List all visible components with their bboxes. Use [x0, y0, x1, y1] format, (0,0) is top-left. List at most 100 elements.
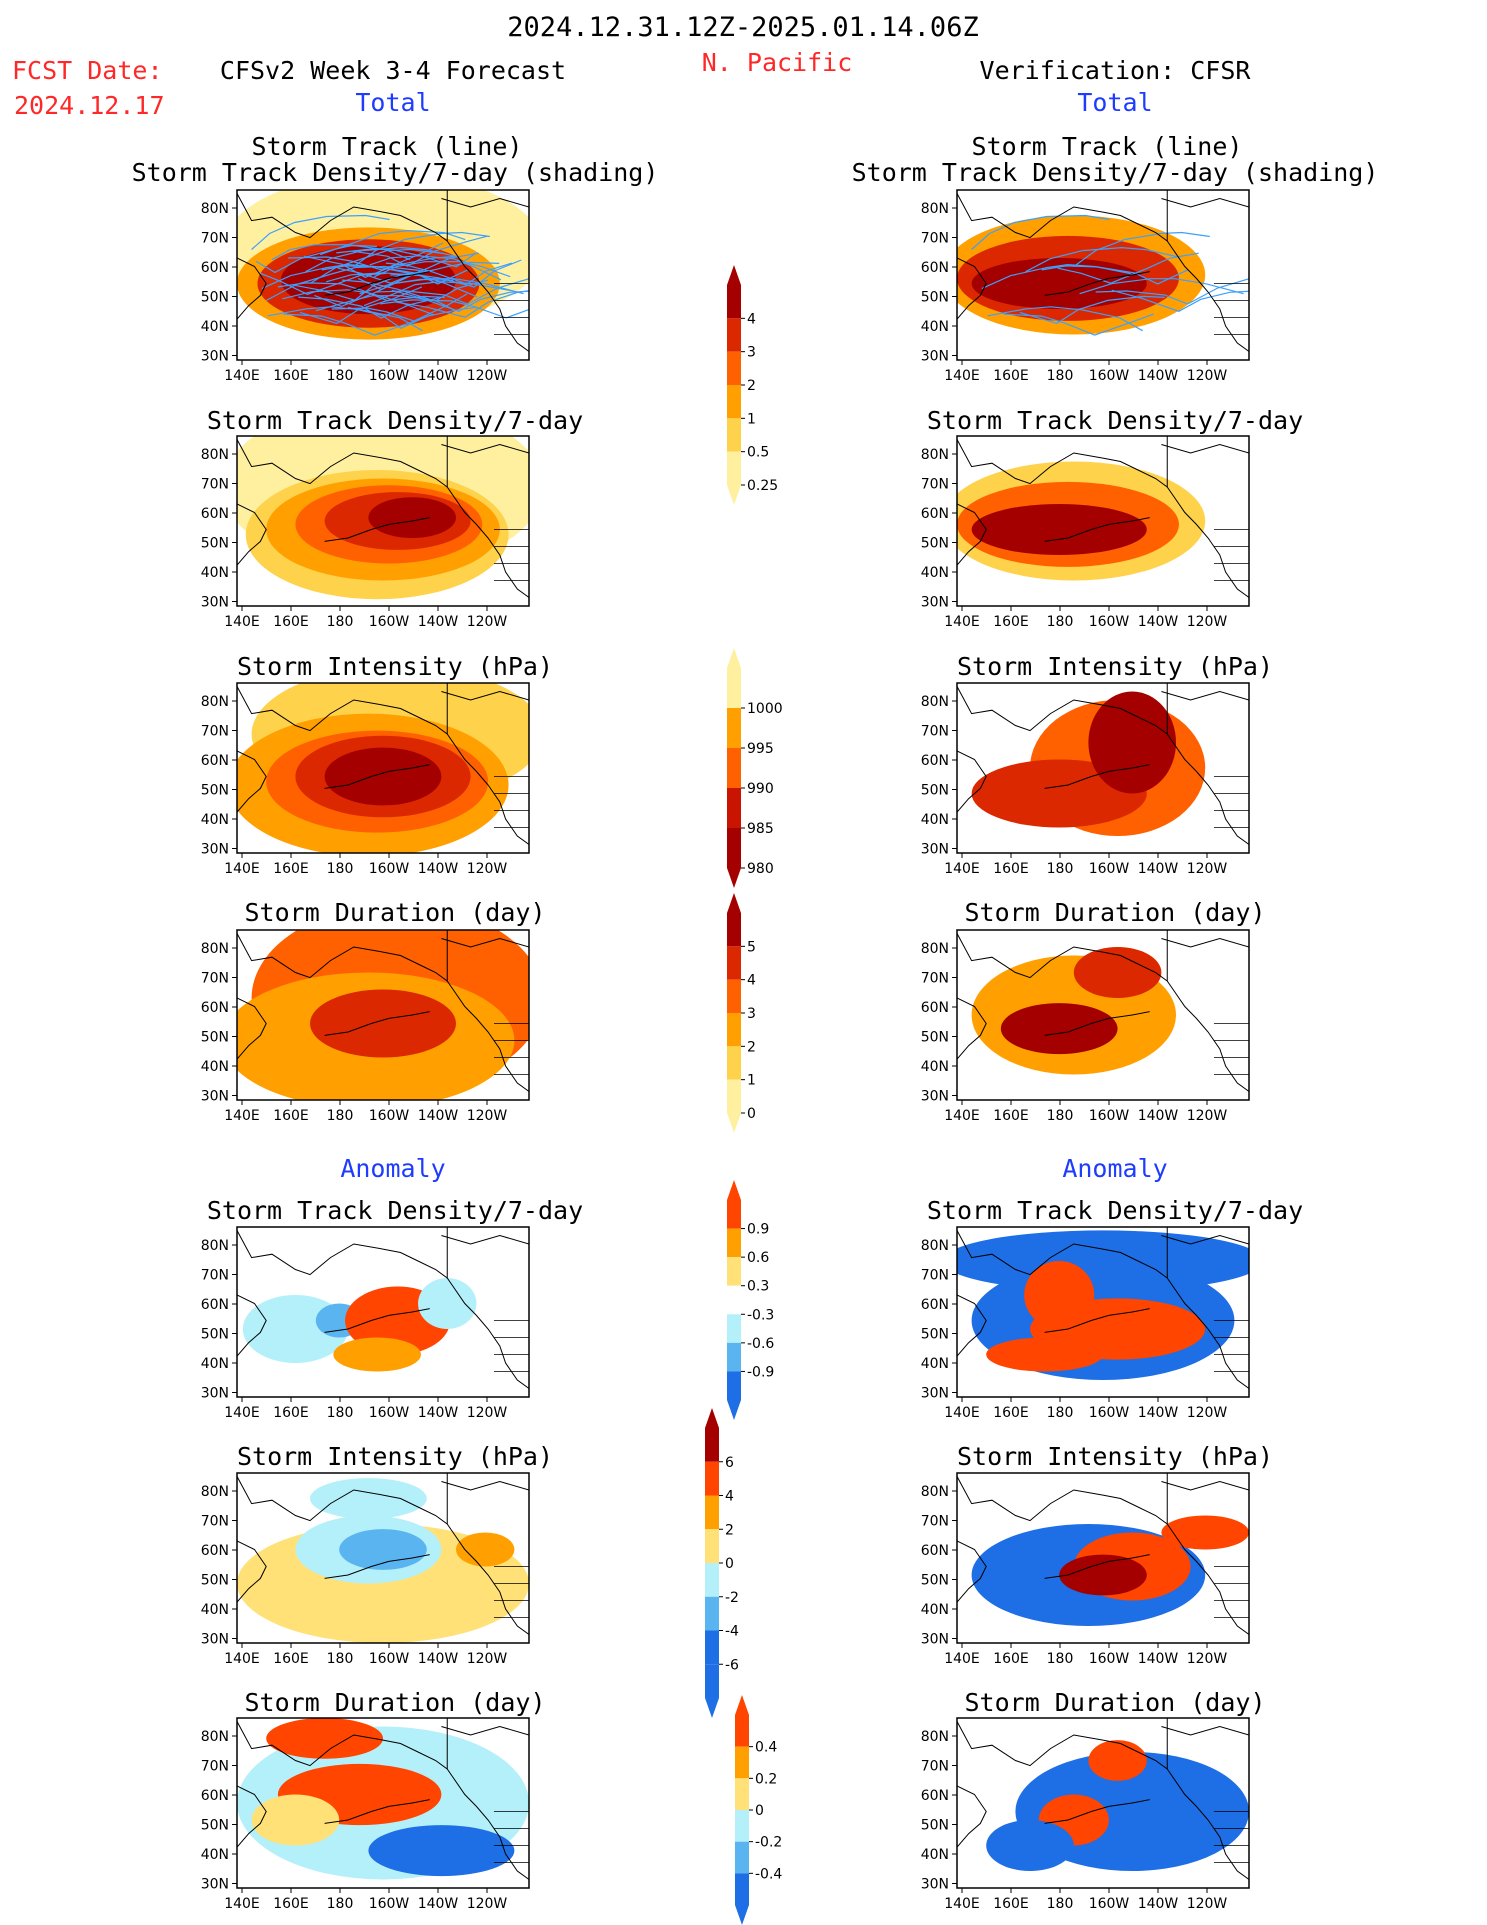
colorbar-segment [727, 946, 741, 980]
map-frame [236, 1472, 530, 1644]
lat-tick-label: 50N [201, 536, 229, 552]
coastline [1102, 1739, 1249, 1880]
coastline [237, 750, 267, 813]
lat-tick-label: 80N [201, 694, 229, 710]
shading-region [1000, 1003, 1118, 1055]
lat-tick-label: 40N [921, 812, 949, 828]
colorbar-bottom-arrow [705, 1698, 719, 1718]
coastline [237, 1540, 267, 1603]
colorbar-label: 0 [725, 1556, 734, 1572]
lat-tick-label: 60N [201, 1000, 229, 1016]
lon-tick-label: 120W [467, 1108, 508, 1124]
storm-track-line [1095, 278, 1249, 305]
lat-tick-label: 50N [201, 1818, 229, 1834]
colorbar-label: 2 [747, 1039, 756, 1055]
lon-tick-label: 120W [1187, 1896, 1228, 1912]
storm-track-line [369, 255, 502, 281]
colorbar-segment [735, 1810, 749, 1842]
coastline [1161, 443, 1249, 454]
lon-tick-label: 180 [1047, 1108, 1074, 1124]
coastline [1102, 457, 1249, 598]
map-panel-R3: 80N 70N 60N 50N 40N 30N 140E 160E 180 160W 140W 120… [921, 929, 1250, 1124]
lat-tick-label: 70N [921, 1268, 949, 1284]
lat-tick-label: 80N [921, 1729, 949, 1745]
colorbar-segment [735, 1746, 749, 1779]
coastline [1161, 1234, 1249, 1245]
storm-track-line [261, 263, 411, 290]
lon-tick-label: 160W [369, 1405, 410, 1421]
coastline [957, 750, 987, 813]
shading-region [971, 504, 1147, 555]
lat-tick-label: 30N [921, 1089, 949, 1105]
colorbar-label: -0.4 [755, 1866, 782, 1882]
coastline [1161, 1725, 1249, 1736]
colorbar-segment [705, 1596, 719, 1631]
lat-tick-label: 70N [921, 1759, 949, 1775]
lon-tick-label: 140W [1138, 1405, 1179, 1421]
storm-track-line [314, 278, 454, 308]
colorbar-label: -0.9 [747, 1364, 774, 1380]
shading-region [333, 1337, 421, 1372]
lat-tick-label: 30N [201, 349, 229, 365]
coastline [1044, 1011, 1150, 1036]
colorbar-segment [735, 1873, 749, 1905]
lon-tick-label: 160E [993, 861, 1029, 877]
colorbar-segment [705, 1664, 719, 1698]
storm-track-line [260, 272, 387, 295]
lat-tick-label: 80N [921, 941, 949, 957]
title-duration-anom-fcst: Storm Duration (day) [244, 1688, 546, 1717]
lon-tick-label: 180 [327, 1405, 354, 1421]
coastline [324, 1554, 430, 1579]
lon-tick-label: 160E [273, 1651, 309, 1667]
colorbar-duration_anom: 0.4 0.2 0 -0.2 -0.4 [735, 1695, 782, 1925]
colorbar-segment [727, 828, 741, 868]
lon-tick-label: 160W [1089, 614, 1130, 630]
colorbar-segment [735, 1841, 749, 1874]
colorbar-segment [727, 1079, 741, 1113]
lon-tick-label: 140E [224, 1108, 260, 1124]
lat-tick-label: 50N [201, 290, 229, 306]
lon-tick-label: 160W [1089, 1896, 1130, 1912]
lon-tick-label: 140W [418, 368, 459, 384]
map-frame [956, 929, 1250, 1101]
lon-tick-label: 180 [327, 1651, 354, 1667]
map-frame [956, 1226, 1250, 1398]
lon-tick-label: 180 [1047, 1651, 1074, 1667]
map-panel-L2: 80N 70N 60N 50N 40N 30N 140E 160E 180 160W 140W 120… [201, 682, 530, 877]
lon-tick-label: 120W [1187, 1651, 1228, 1667]
storm-track-line [353, 231, 490, 267]
lon-tick-label: 160E [993, 1108, 1029, 1124]
colorbar-segment [727, 1257, 741, 1286]
colorbar-label: 0.5 [747, 445, 769, 461]
storm-track-line [331, 293, 468, 322]
lon-tick-label: 160E [273, 1896, 309, 1912]
lon-tick-label: 140E [944, 1651, 980, 1667]
lat-tick-label: 50N [921, 1818, 949, 1834]
shading-region [368, 1825, 515, 1877]
lon-tick-label: 120W [467, 1651, 508, 1667]
colorbar-label: 980 [747, 861, 774, 877]
title-track-shading-verif: Storm Track Density/7-day (shading) [851, 158, 1379, 187]
lon-tick-label: 160E [993, 1405, 1029, 1421]
colorbar-label: 4 [747, 973, 756, 989]
lon-tick-label: 160W [369, 368, 410, 384]
lat-tick-label: 30N [921, 595, 949, 611]
coastline [957, 933, 1104, 979]
coastline [1161, 1480, 1249, 1491]
lat-tick-label: 30N [201, 1386, 229, 1402]
lat-tick-label: 50N [201, 1573, 229, 1589]
verification-label: Verification: CFSR [979, 56, 1251, 85]
lat-tick-label: 70N [201, 231, 229, 247]
storm-track-line [1019, 295, 1165, 325]
coastline [237, 193, 384, 239]
storm-track-line [373, 261, 511, 278]
lat-tick-label: 40N [921, 1847, 949, 1863]
shading-region [986, 1820, 1074, 1871]
colorbar-intensity_total: 1000 995 990 985 980 [727, 648, 783, 888]
lon-tick-label: 160W [369, 1896, 410, 1912]
fcst-date-label: FCST Date: [12, 56, 163, 85]
lat-tick-label: 80N [921, 694, 949, 710]
colorbar-label: -0.6 [747, 1336, 774, 1352]
lon-tick-label: 140E [224, 1405, 260, 1421]
colorbar-label: 4 [725, 1489, 734, 1505]
